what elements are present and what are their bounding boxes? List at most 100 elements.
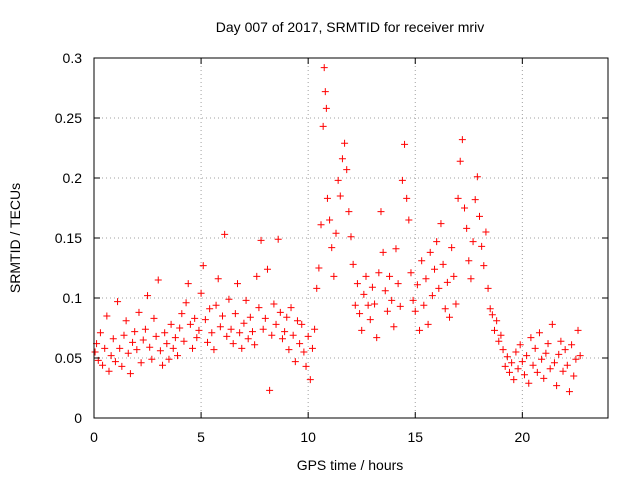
data-point — [300, 348, 308, 356]
data-point — [178, 310, 186, 318]
data-point — [216, 323, 224, 331]
data-point — [559, 367, 567, 375]
data-point — [531, 344, 539, 352]
data-point — [540, 374, 548, 382]
data-point — [525, 379, 533, 387]
data-point — [508, 359, 516, 367]
data-point — [390, 323, 398, 331]
data-point — [214, 275, 222, 283]
data-point — [523, 352, 531, 360]
data-point — [302, 362, 310, 370]
data-point — [159, 361, 167, 369]
data-point — [401, 140, 409, 148]
data-point — [469, 238, 477, 246]
data-point — [368, 283, 376, 291]
data-point — [120, 331, 128, 339]
data-point — [221, 230, 229, 238]
data-point — [336, 192, 344, 200]
data-point — [259, 325, 267, 333]
data-point — [343, 166, 351, 174]
data-point — [424, 320, 432, 328]
data-point — [131, 328, 139, 336]
data-point — [293, 317, 301, 325]
data-point — [133, 346, 141, 354]
data-point — [375, 269, 383, 277]
data-point — [471, 196, 479, 204]
data-point — [167, 320, 175, 328]
data-point — [195, 326, 203, 334]
data-point — [287, 304, 295, 312]
data-point — [456, 157, 464, 165]
data-point — [505, 368, 513, 376]
data-point — [278, 335, 286, 343]
data-point — [242, 296, 250, 304]
data-point — [563, 361, 571, 369]
data-point — [171, 334, 179, 342]
data-point — [574, 326, 582, 334]
data-point — [332, 229, 340, 237]
data-point — [118, 362, 126, 370]
data-point — [396, 302, 404, 310]
data-point — [557, 337, 565, 345]
data-point — [398, 176, 406, 184]
data-point — [169, 344, 177, 352]
axis-ticks — [93, 57, 608, 419]
data-point — [272, 320, 280, 328]
data-point — [446, 313, 454, 321]
y-tick-label: 0.2 — [63, 170, 83, 186]
data-point — [411, 307, 419, 315]
data-point — [555, 350, 563, 358]
data-point — [156, 347, 164, 355]
data-point — [480, 262, 488, 270]
data-point — [274, 235, 282, 243]
data-point — [246, 313, 254, 321]
data-point — [386, 272, 394, 280]
data-point — [503, 353, 511, 361]
data-point — [518, 358, 526, 366]
x-tick-label: 5 — [197, 429, 205, 445]
data-point — [176, 324, 184, 332]
data-point — [107, 352, 115, 360]
data-point — [114, 298, 122, 306]
data-point — [266, 386, 274, 394]
data-point — [546, 365, 554, 373]
data-point — [150, 314, 158, 322]
x-tick-label: 20 — [515, 429, 531, 445]
data-point — [334, 176, 342, 184]
data-point — [443, 278, 451, 286]
data-point — [229, 340, 237, 348]
y-tick-label: 0 — [74, 410, 82, 426]
data-point — [257, 236, 265, 244]
data-point — [124, 349, 132, 357]
data-point — [473, 173, 481, 181]
data-point — [281, 328, 289, 336]
data-point — [146, 343, 154, 351]
data-point — [328, 244, 336, 252]
data-point — [298, 320, 306, 328]
y-axis-label: SRMTID / TECUs — [7, 183, 23, 293]
data-point — [420, 301, 428, 309]
x-tick-label: 15 — [407, 429, 423, 445]
tick-labels: 0 5 10 15 20 0 0.05 0.1 0.15 0.2 0.25 0.3 — [55, 50, 531, 445]
data-point — [321, 88, 329, 96]
data-point — [204, 338, 212, 346]
data-point — [135, 308, 143, 316]
data-point — [311, 325, 319, 333]
data-point — [501, 362, 509, 370]
data-point — [186, 320, 194, 328]
data-point — [291, 358, 299, 366]
data-point — [450, 272, 458, 280]
data-point — [407, 269, 415, 277]
data-point — [306, 376, 314, 384]
data-point — [482, 228, 490, 236]
data-point — [437, 220, 445, 228]
data-point — [182, 299, 190, 307]
data-point — [497, 331, 505, 339]
data-point — [529, 361, 537, 369]
data-point — [426, 248, 434, 256]
data-point — [484, 284, 492, 292]
data-point — [212, 301, 220, 309]
data-point — [458, 136, 466, 144]
data-point — [461, 204, 469, 212]
data-point — [366, 316, 374, 324]
